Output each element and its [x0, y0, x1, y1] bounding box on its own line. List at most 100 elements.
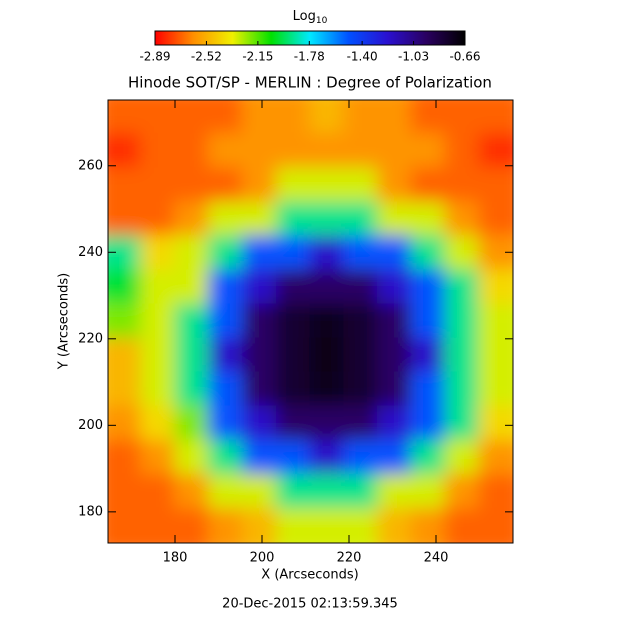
heatmap-cell [309, 473, 346, 510]
heatmap-cell [309, 167, 346, 204]
heatmap-cell [275, 508, 312, 543]
x-tick-label: 220 [337, 551, 362, 566]
heatmap-cell [275, 235, 312, 272]
heatmap-cell [140, 405, 177, 442]
heatmap-cell [410, 269, 447, 306]
heatmap-cell [241, 337, 278, 374]
heatmap-cell [478, 269, 513, 306]
heatmap-cell [241, 201, 278, 238]
y-tick-label: 240 [78, 245, 103, 260]
heatmap-cell [275, 371, 312, 408]
heatmap-cell [108, 439, 143, 476]
heatmap-cell [478, 371, 513, 408]
heatmap-cell [377, 133, 413, 170]
heatmap-cell [140, 508, 177, 543]
heatmap-cell [444, 439, 481, 476]
heatmap-cell [208, 439, 244, 476]
heatmap-cell [377, 235, 413, 272]
heatmap-cell [478, 303, 513, 340]
heatmap-cell [377, 167, 413, 204]
heatmap-cell [410, 473, 447, 510]
heatmap-cell [478, 439, 513, 476]
heatmap-cell [343, 133, 380, 170]
heatmap-cell [108, 371, 143, 408]
heatmap-cell [275, 167, 312, 204]
heatmap-cell [410, 235, 447, 272]
x-tick-label: 180 [163, 551, 188, 566]
heatmap-cell [208, 133, 244, 170]
heatmap-cell [275, 269, 312, 306]
heatmap-cell [208, 508, 244, 543]
heatmap-cell [309, 133, 346, 170]
heatmap-cell [140, 133, 177, 170]
heatmap-cell [478, 100, 513, 135]
heatmap-cell [309, 100, 346, 135]
heatmap [108, 100, 513, 543]
heatmap-cell [174, 337, 211, 374]
heatmap-cell [343, 303, 380, 340]
y-tick-label: 220 [78, 331, 103, 346]
heatmap-cell [174, 201, 211, 238]
heatmap-cell [377, 473, 413, 510]
heatmap-cell [208, 303, 244, 340]
heatmap-cell [309, 201, 346, 238]
heatmap-cell [377, 337, 413, 374]
heatmap-cell [410, 167, 447, 204]
heatmap-cell [478, 201, 513, 238]
heatmap-cell [343, 167, 380, 204]
heatmap-cell [444, 100, 481, 135]
heatmap-cell [241, 235, 278, 272]
heatmap-cell [275, 405, 312, 442]
heatmap-cell [108, 269, 143, 306]
heatmap-cell [377, 508, 413, 543]
plot-frame [107, 99, 514, 544]
heatmap-cell [174, 303, 211, 340]
heatmap-cell [108, 235, 143, 272]
colorbar-label: Log10 [293, 9, 328, 26]
heatmap-cell [309, 371, 346, 408]
heatmap-cell [377, 405, 413, 442]
heatmap-cell [444, 167, 481, 204]
colorbar-tick-label: -2.52 [191, 50, 222, 64]
colorbar-label-main: Log [293, 9, 316, 24]
heatmap-cell [208, 201, 244, 238]
heatmap-cell [343, 371, 380, 408]
heatmap-cell [174, 167, 211, 204]
heatmap-cell [343, 337, 380, 374]
x-axis-label: X (Arcseconds) [261, 568, 358, 583]
heatmap-cell [140, 167, 177, 204]
heatmap-cell [140, 337, 177, 374]
colorbar-tick-label: -1.40 [347, 50, 378, 64]
colorbar-tick-label: -2.15 [242, 50, 273, 64]
colorbar-label-sub: 10 [316, 16, 328, 26]
heatmap-cell [410, 439, 447, 476]
heatmap-cell [108, 337, 143, 374]
heatmap-cell [444, 405, 481, 442]
heatmap-cell [478, 337, 513, 374]
heatmap-cell [275, 473, 312, 510]
heatmap-cell [444, 473, 481, 510]
heatmap-cell [309, 508, 346, 543]
heatmap-cell [343, 439, 380, 476]
colorbar-tick-label: -1.03 [398, 50, 429, 64]
colorbar [154, 30, 466, 46]
heatmap-cell [108, 405, 143, 442]
heatmap-cell [241, 473, 278, 510]
heatmap-cell [309, 269, 346, 306]
heatmap-cell [444, 337, 481, 374]
heatmap-cell [140, 371, 177, 408]
heatmap-cell [377, 100, 413, 135]
heatmap-cell [478, 167, 513, 204]
colorbar-tick-label: -1.78 [294, 50, 325, 64]
heatmap-cell [174, 269, 211, 306]
heatmap-cell [208, 235, 244, 272]
heatmap-cell [444, 201, 481, 238]
heatmap-cell [444, 269, 481, 306]
heatmap-cell [410, 303, 447, 340]
heatmap-cell [343, 201, 380, 238]
heatmap-cell [108, 473, 143, 510]
heatmap-cell [309, 235, 346, 272]
heatmap-cell [410, 371, 447, 408]
heatmap-cell [241, 439, 278, 476]
heatmap-cell [309, 337, 346, 374]
